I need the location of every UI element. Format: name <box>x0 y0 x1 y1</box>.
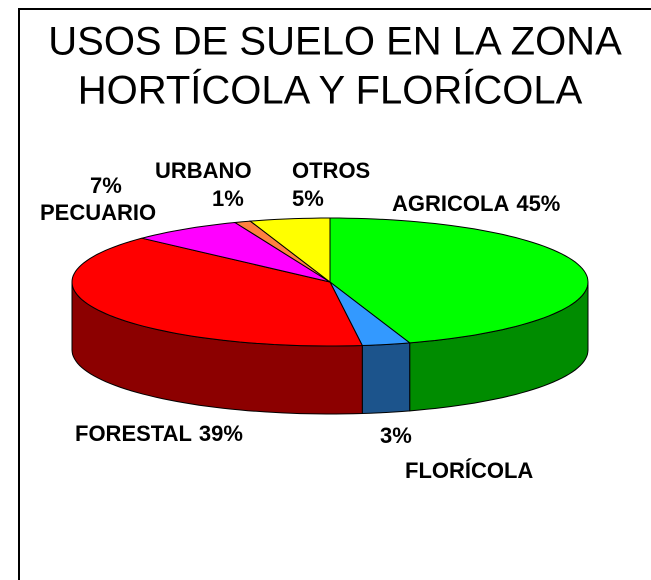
value-label: 3% <box>380 423 412 448</box>
category-label: URBANO <box>155 158 252 183</box>
value-label: 45% <box>516 191 560 216</box>
slice <box>141 221 331 283</box>
category-label: OTROS <box>292 158 370 183</box>
value-label: 39% <box>199 421 243 446</box>
value-label: 7% <box>90 173 122 198</box>
chart-title: USOS DE SUELO EN LA ZONA <box>48 20 622 64</box>
slice <box>329 281 412 347</box>
slice <box>329 217 589 344</box>
category-label: FORESTAL <box>75 421 192 446</box>
category-label: AGRICOLA <box>392 191 509 216</box>
slice-side <box>361 342 411 415</box>
slice <box>71 237 364 347</box>
category-label: FLORÍCOLA <box>405 458 533 483</box>
chart-title: HORTÍCOLA Y FLORÍCOLA <box>78 68 583 113</box>
value-label: 1% <box>212 186 244 211</box>
category-label: PECUARIO <box>40 200 156 225</box>
data-label: FORESTAL 39% <box>75 421 243 446</box>
slice <box>248 217 331 284</box>
value-label: 5% <box>292 186 324 211</box>
data-label: AGRICOLA 45% <box>392 191 560 216</box>
